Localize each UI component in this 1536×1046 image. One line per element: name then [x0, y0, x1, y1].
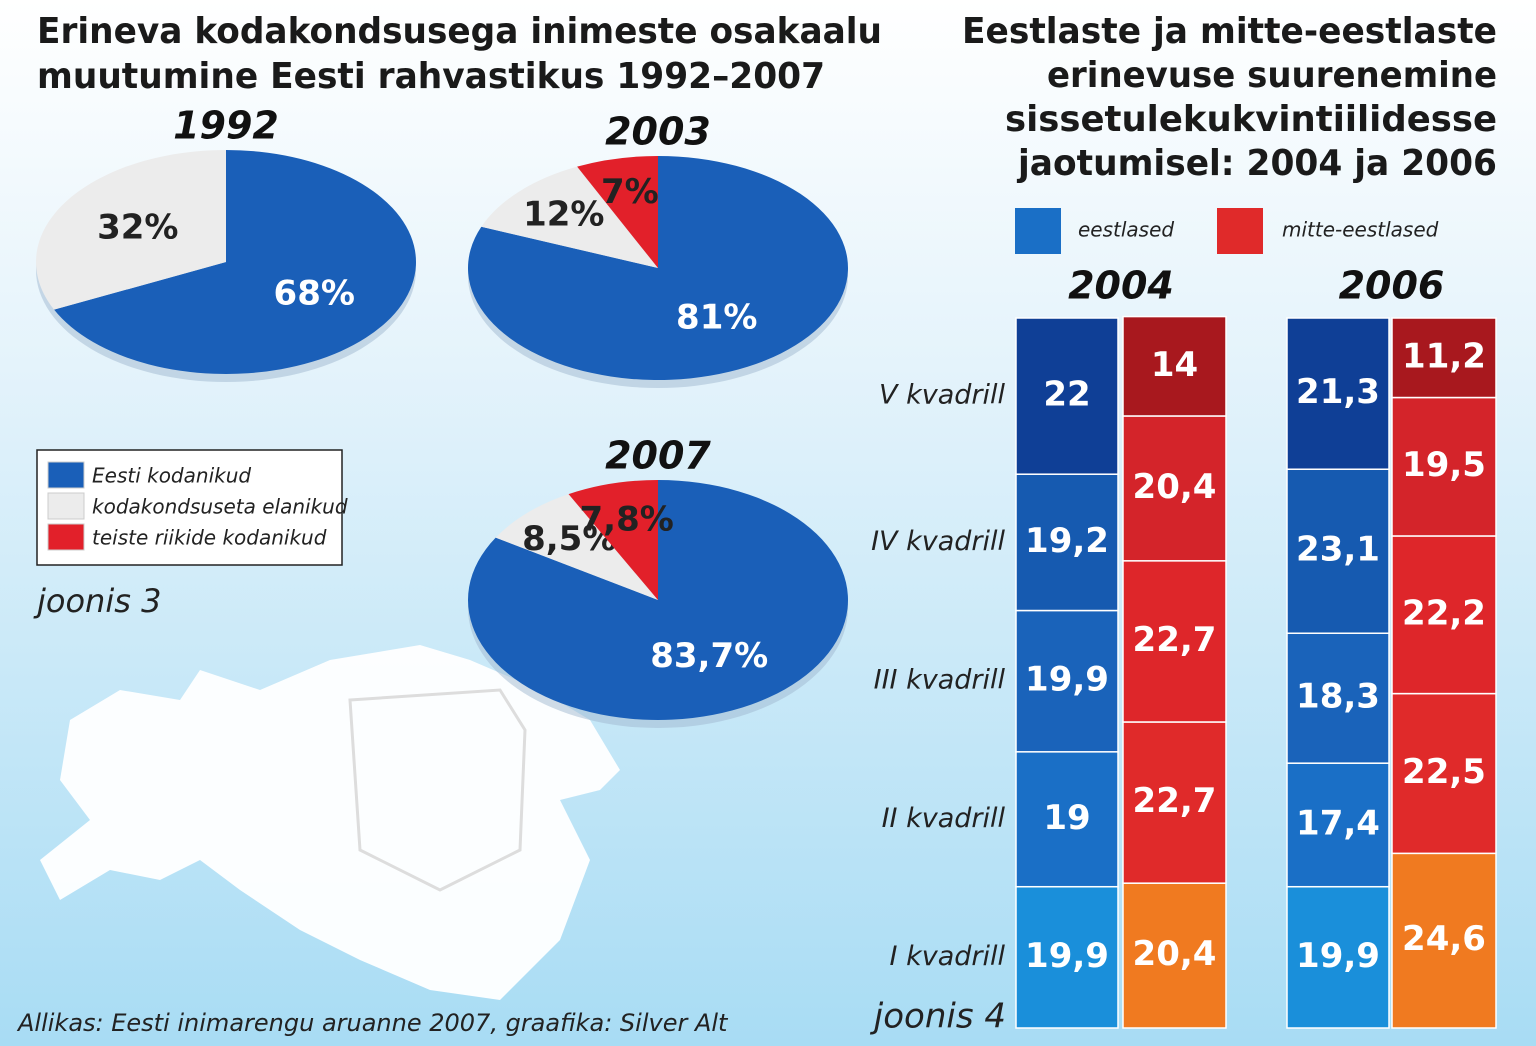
bar-segment — [1015, 885, 1119, 1029]
bar-value-label: 19,9 — [1025, 936, 1109, 976]
bar-value-label: 20,4 — [1133, 934, 1217, 974]
bar-value-label: 18,3 — [1296, 677, 1380, 717]
legend-swatch — [47, 523, 85, 551]
pie-slice — [577, 156, 658, 268]
bar-segment — [1391, 396, 1497, 537]
chart-title: sissetulekukvintiilidesse — [1005, 99, 1497, 140]
pie-slice — [568, 480, 658, 600]
pie-value-label: 68% — [274, 274, 355, 314]
legend-label: kodakondsuseta elanikud — [92, 495, 348, 519]
legend-label: Eesti kodanikud — [92, 464, 251, 488]
legend-swatch — [1217, 208, 1263, 254]
chart-title: jaotumisel: 2004 ja 2006 — [1016, 143, 1497, 184]
pie-value-label: 12% — [523, 194, 604, 234]
pie-value-label: 32% — [97, 207, 178, 247]
chart-title: Erineva kodakondsusega inimeste osakaalu — [37, 11, 882, 52]
pie-value-label: 7,8% — [580, 499, 674, 539]
chart-title: muutumine Eesti rahvastikus 1992–2007 — [37, 56, 825, 97]
bar-segment — [1391, 317, 1497, 399]
chart-title: erinevuse suurenemine — [1047, 55, 1497, 96]
bar-segment — [1122, 882, 1227, 1029]
bar-segment — [1391, 852, 1497, 1029]
bar-value-label: 17,4 — [1296, 803, 1380, 843]
category-label: IV kvadrill — [871, 526, 1005, 557]
bar-segment — [1122, 315, 1227, 417]
bar-segment — [1286, 885, 1390, 1029]
bar-segment — [1015, 751, 1119, 888]
group-title: 2004 — [1068, 264, 1174, 308]
pie-slice — [54, 150, 417, 374]
bar-value-label: 22,7 — [1133, 620, 1217, 660]
bar-value-label: 22,7 — [1133, 781, 1217, 821]
pie-value-label: 81% — [676, 297, 757, 337]
legend-swatch — [47, 461, 85, 489]
bar-value-label: 20,4 — [1133, 467, 1217, 507]
bar-segment — [1122, 415, 1227, 562]
category-label: V kvadrill — [879, 380, 1005, 411]
category-label: III kvadrill — [874, 665, 1006, 696]
pie-value-label: 7% — [601, 172, 659, 212]
bar-value-label: 19,9 — [1025, 660, 1109, 700]
pie-title: 2003 — [605, 110, 711, 154]
pie-title: 2007 — [605, 434, 711, 478]
pie-slice — [468, 480, 849, 720]
bar-segment — [1286, 317, 1390, 470]
legend-label: mitte-eestlased — [1282, 218, 1439, 242]
bar-value-label: 22,5 — [1402, 752, 1486, 792]
bar-segment — [1286, 762, 1390, 888]
pie-slice — [495, 494, 658, 600]
pie-title: 1992 — [173, 104, 279, 148]
pie-slice — [481, 166, 658, 268]
legend-label: teiste riikide kodanikud — [92, 526, 327, 550]
pie-value-label: 83,7% — [650, 636, 768, 676]
bar-value-label: 22,2 — [1402, 593, 1486, 633]
legend-label: eestlased — [1078, 218, 1174, 242]
bar-value-label: 19,9 — [1296, 936, 1380, 976]
bar-value-label: 21,3 — [1296, 372, 1380, 412]
bar-value-label: 19 — [1043, 798, 1090, 838]
pie-slice — [35, 150, 227, 310]
category-label: II kvadrill — [882, 803, 1006, 834]
bar-value-label: 19,2 — [1025, 521, 1109, 561]
bar-segment — [1015, 609, 1119, 753]
source: Allikas: Eesti inimarengu aruanne 2007, … — [16, 1009, 729, 1037]
pie-legend-box — [36, 449, 343, 566]
chart-title: Eestlaste ja mitte-eestlaste — [962, 11, 1497, 52]
bar-value-label: 24,6 — [1402, 919, 1486, 959]
bar-value-label: 11,2 — [1402, 336, 1486, 376]
map-estonia — [40, 645, 620, 1000]
figure-note: joonis 3 — [33, 582, 161, 620]
legend-swatch — [47, 492, 85, 520]
coat-of-arms — [348, 688, 527, 892]
group-title: 2006 — [1339, 264, 1445, 308]
bar-value-label: 14 — [1151, 345, 1198, 385]
bar-value-label: 23,1 — [1296, 530, 1380, 570]
bar-value-label: 19,5 — [1402, 445, 1486, 485]
figure-note: joonis 4 — [870, 997, 1006, 1037]
bar-segment — [1015, 317, 1119, 475]
bar-segment — [1391, 692, 1497, 855]
bar-segment — [1286, 632, 1390, 764]
bar-value-label: 22 — [1043, 375, 1090, 415]
bar-segment — [1122, 721, 1227, 884]
legend-swatch — [1015, 208, 1061, 254]
bar-segment — [1286, 468, 1390, 634]
bar-segment — [1122, 560, 1227, 723]
category-label: I kvadrill — [890, 941, 1006, 972]
bar-segment — [1391, 535, 1497, 695]
